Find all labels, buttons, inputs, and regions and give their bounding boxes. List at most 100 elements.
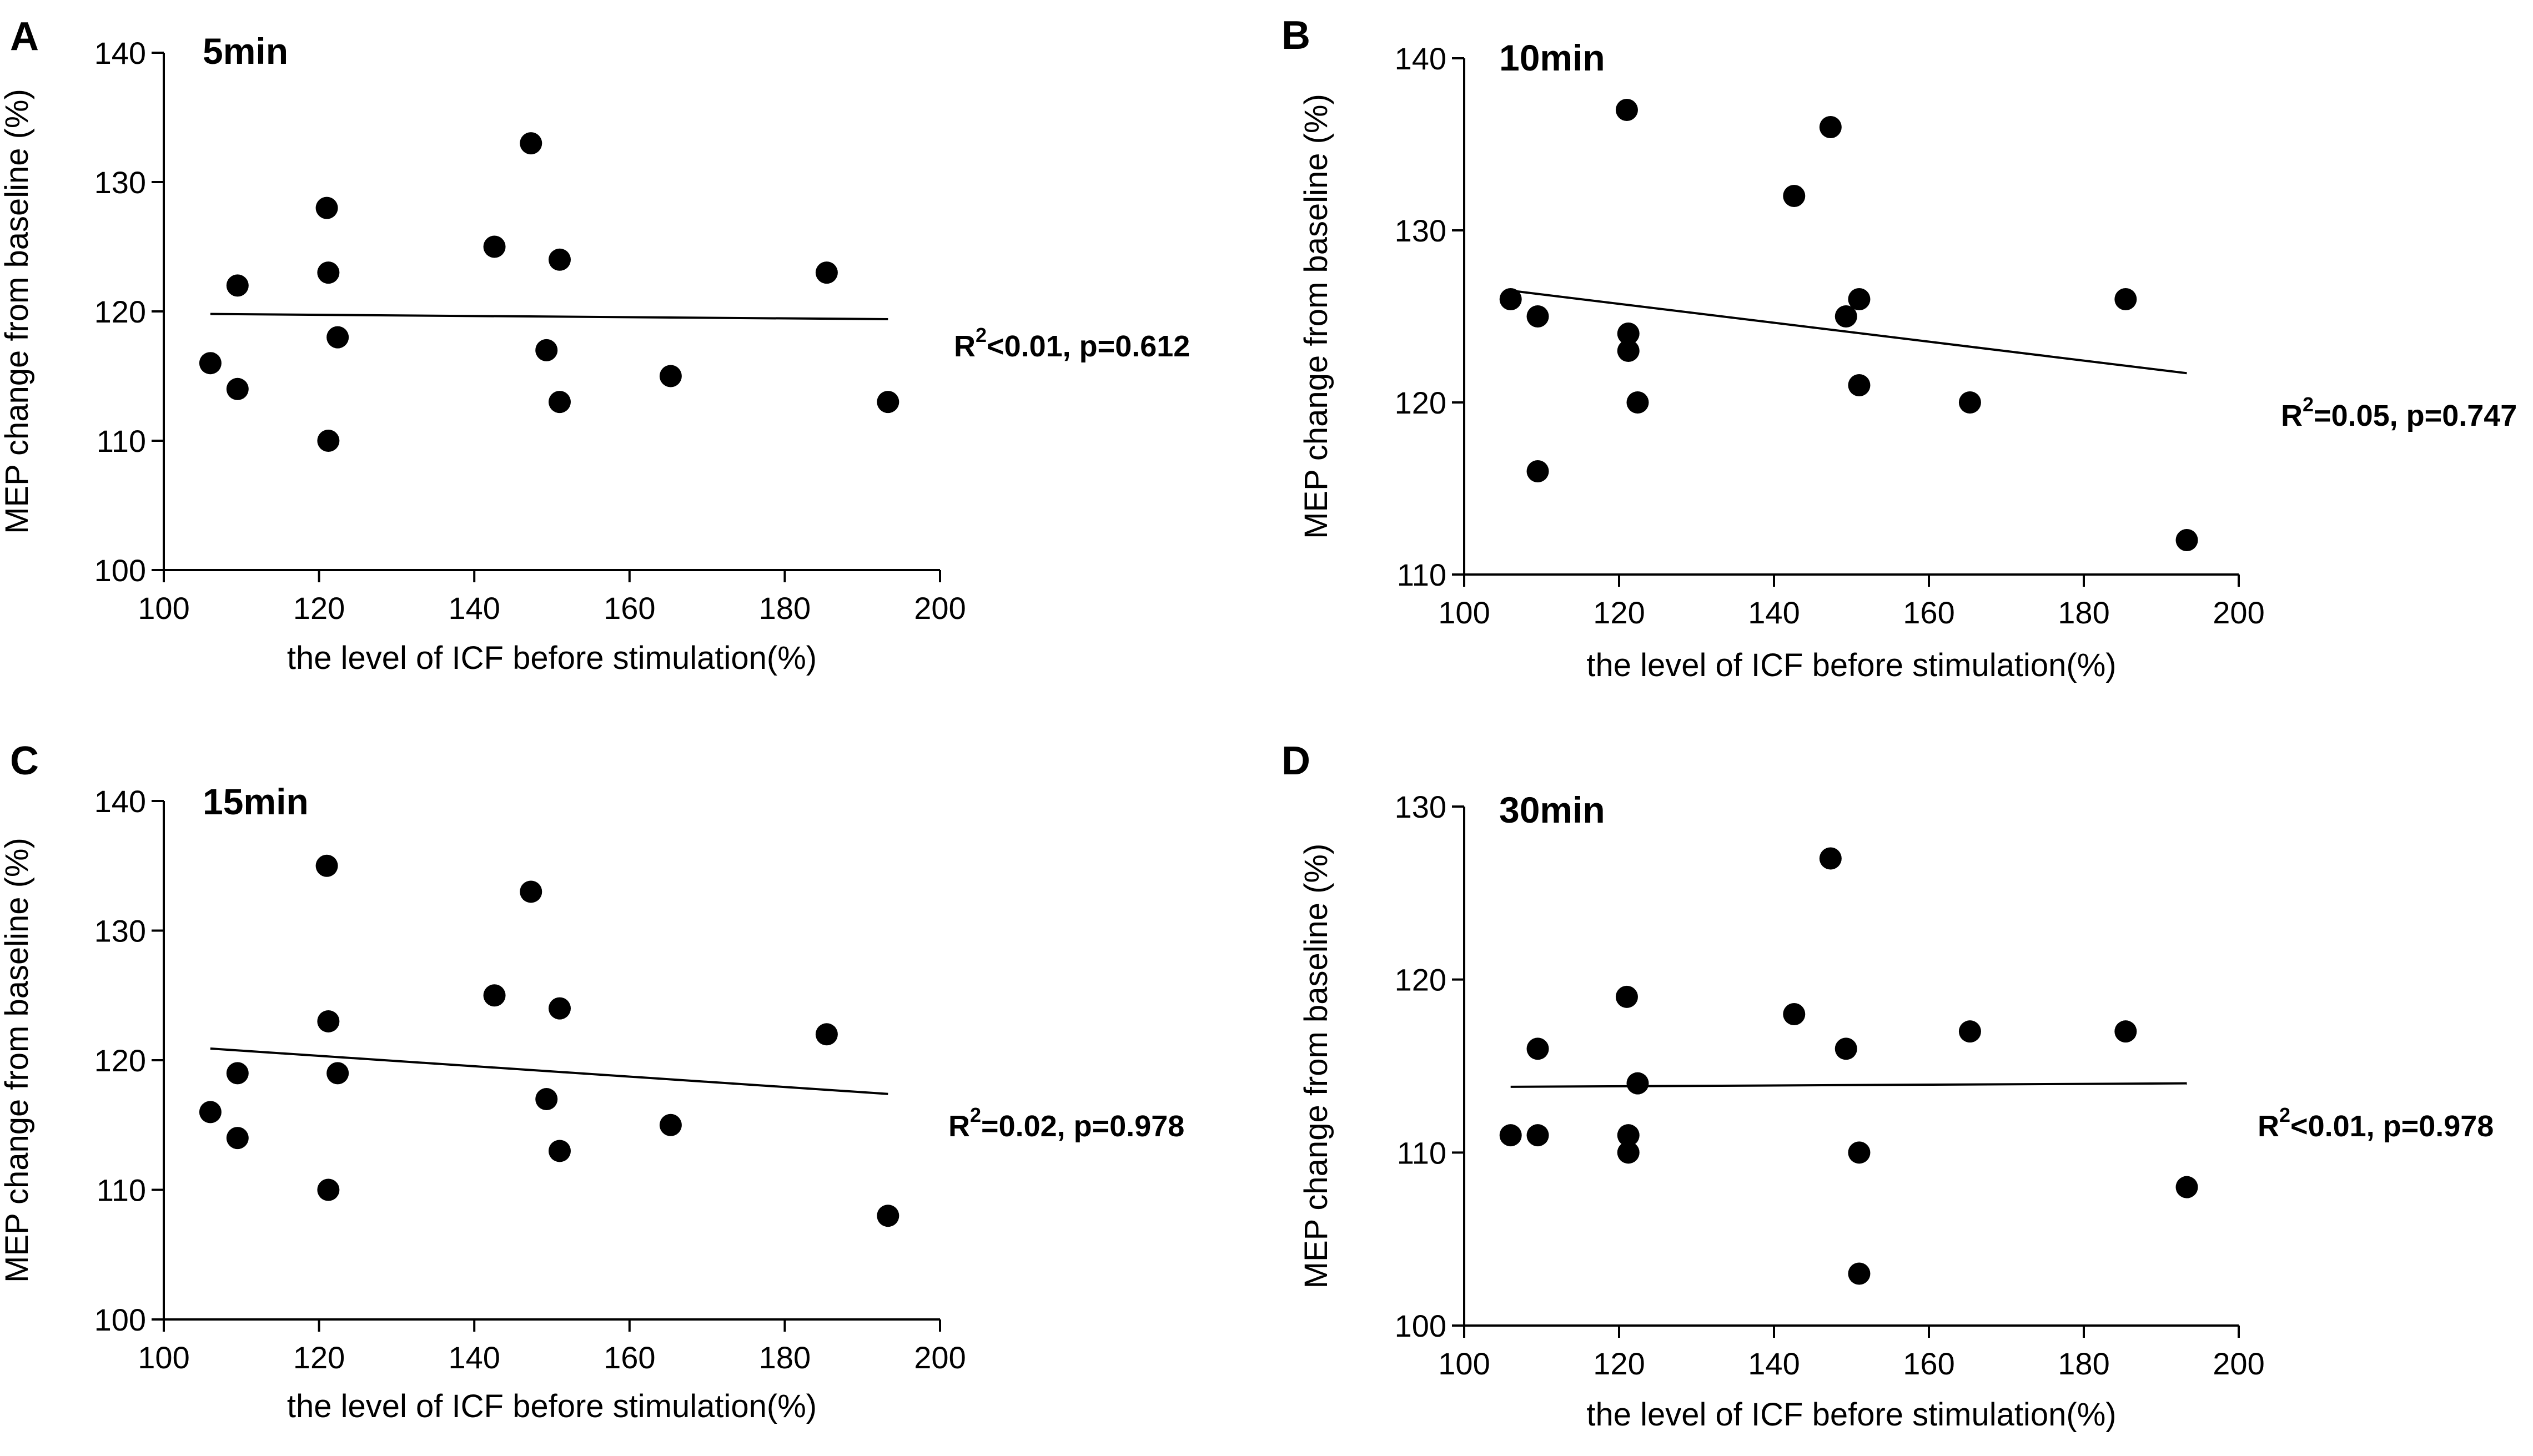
data-point: [1958, 1020, 1981, 1043]
data-point: [659, 1114, 682, 1136]
x-tick-label: 140: [1748, 1346, 1800, 1381]
x-tick-label: 140: [448, 591, 500, 626]
x-tick-label: 160: [604, 591, 655, 626]
data-point: [326, 326, 349, 349]
panel-c: 100 110 120 130 140 100 120 140 160 180 200 the lev…: [0, 739, 1184, 1424]
y-tick-label: 130: [94, 914, 146, 949]
data-point: [1835, 1037, 1857, 1060]
stats-r: R: [954, 330, 976, 363]
data-point: [1615, 985, 1638, 1008]
data-point: [520, 132, 542, 155]
panel-letter: C: [10, 739, 39, 783]
data-point: [226, 274, 249, 297]
x-axis-title: the level of ICF before stimulation(%): [287, 1388, 817, 1424]
panel-letter: B: [1281, 13, 1310, 58]
data-point: [226, 1127, 249, 1150]
y-tick-label: 120: [94, 294, 146, 329]
data-point: [1626, 391, 1649, 414]
data-point: [1526, 1037, 1549, 1060]
y-tick-label: 110: [97, 424, 146, 459]
data-point: [1783, 1003, 1806, 1025]
data-point: [317, 1010, 340, 1032]
y-tick-label: 140: [1395, 41, 1446, 76]
data-point: [1617, 1124, 1640, 1147]
x-tick-label: 100: [1438, 1346, 1490, 1381]
data-point: [1617, 1141, 1640, 1164]
y-tick-label: 110: [97, 1173, 146, 1208]
y-tick-label: 100: [94, 553, 146, 588]
data-point: [199, 1101, 222, 1124]
data-point: [1526, 1124, 1549, 1147]
regression-line: [1510, 289, 2187, 375]
data-point: [1626, 1072, 1649, 1095]
stats-r: R: [948, 1110, 970, 1143]
regression-line: [210, 1047, 888, 1095]
stats-r: R: [2258, 1110, 2279, 1143]
x-tick-label: 180: [2058, 595, 2109, 630]
x-tick-label: 100: [1438, 595, 1490, 630]
regression-line: [1510, 1082, 2187, 1088]
x-tick-label: 200: [2213, 595, 2264, 630]
stats-p-value: , p=0.978: [1057, 1110, 1185, 1143]
stats-p-value: , p=0.747: [2390, 399, 2517, 432]
y-axis-title: MEP change from baseline (%): [0, 838, 35, 1283]
data-point: [877, 391, 899, 414]
data-point: [2175, 1176, 2198, 1198]
stats-annotation: R2<0.01, p=0.612: [954, 324, 1190, 363]
y-tick-label: 140: [94, 784, 146, 819]
y-tick-label: 120: [1395, 385, 1446, 420]
x-tick-label: 180: [759, 591, 811, 626]
x-tick-label: 140: [1748, 595, 1800, 630]
data-point: [548, 248, 571, 271]
data-point: [1783, 185, 1806, 207]
data-point: [2114, 1020, 2137, 1043]
x-tick-label: 160: [1903, 1346, 1954, 1381]
stats-r2-value: =0.02: [981, 1110, 1057, 1143]
data-point: [535, 339, 558, 361]
stats-r: R: [2281, 399, 2303, 432]
data-point: [659, 365, 682, 387]
y-tick-label: 120: [1395, 963, 1446, 997]
panel-title: 5min: [203, 31, 288, 72]
regression-line: [210, 313, 888, 320]
y-tick-label: 130: [94, 165, 146, 200]
data-point: [1526, 460, 1549, 482]
x-tick-label: 100: [138, 591, 189, 626]
y-tick-label: 130: [1395, 789, 1446, 824]
stats-annotation: R2=0.05, p=0.747: [2281, 393, 2517, 432]
y-tick-label: 120: [94, 1043, 146, 1078]
stats-p-value: , p=0.978: [2366, 1110, 2494, 1143]
data-point: [1499, 1124, 1522, 1147]
y-axis-title: MEP change from baseline (%): [1298, 844, 1334, 1289]
data-point: [483, 235, 506, 258]
data-point: [815, 1023, 838, 1046]
data-point: [1819, 116, 1842, 138]
y-tick-label: 100: [94, 1302, 146, 1337]
data-point: [548, 997, 571, 1020]
x-tick-label: 200: [2213, 1346, 2264, 1381]
stats-r-superscript: 2: [2303, 393, 2314, 416]
stats-annotation: R2=0.02, p=0.978: [948, 1104, 1184, 1143]
stats-r-superscript: 2: [970, 1104, 981, 1126]
x-tick-label: 180: [2058, 1346, 2109, 1381]
data-point: [1848, 1141, 1871, 1164]
panel-b: 110 120 130 140 100 120 140 160 180 200 the level …: [1281, 13, 2517, 683]
data-point: [520, 880, 542, 903]
panel-d: 100 110 120 130 100 120 140 160 180 200 the level …: [1281, 739, 2494, 1433]
data-point: [317, 261, 340, 284]
x-axis-title: the level of ICF before stimulation(%): [287, 640, 817, 676]
stats-r-superscript: 2: [976, 324, 987, 346]
data-point: [815, 261, 838, 284]
panel-letter: D: [1281, 739, 1310, 783]
x-tick-label: 100: [138, 1340, 189, 1375]
y-axis-title: MEP change from baseline (%): [1298, 94, 1334, 539]
stats-r2-value: <0.01: [987, 330, 1063, 363]
data-point: [2114, 288, 2137, 310]
data-point: [226, 1062, 249, 1085]
x-tick-label: 120: [293, 1340, 345, 1375]
data-point: [548, 391, 571, 414]
data-point: [1617, 340, 1640, 362]
data-point: [1526, 305, 1549, 328]
stats-p-value: , p=0.612: [1063, 330, 1190, 363]
stats-r-superscript: 2: [2279, 1104, 2290, 1126]
